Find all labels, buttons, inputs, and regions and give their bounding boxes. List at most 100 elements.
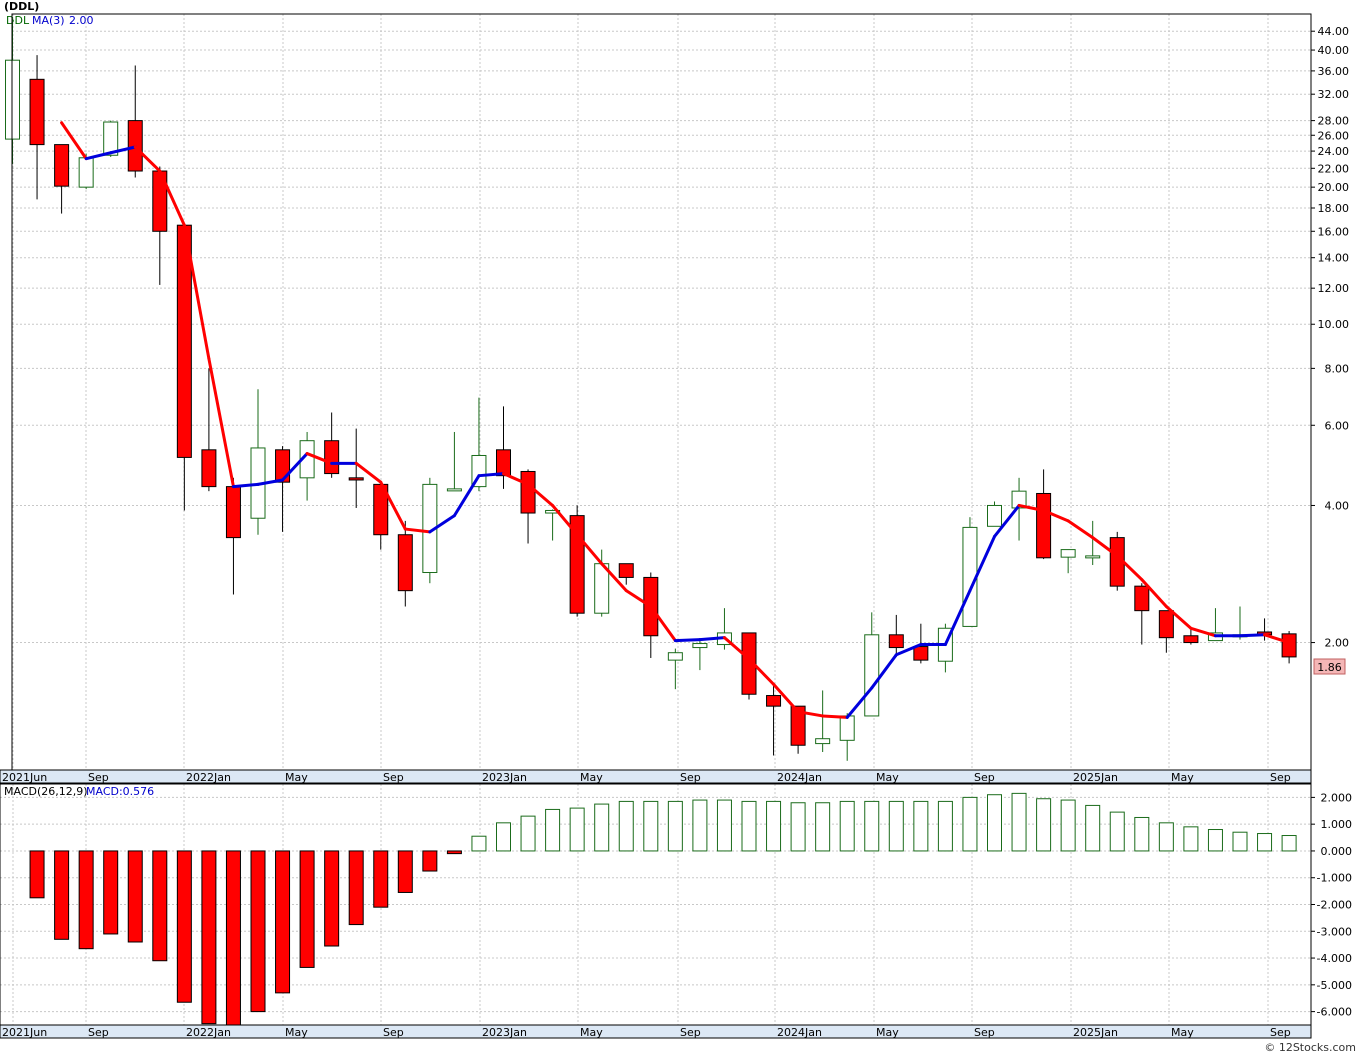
candle-up <box>667 648 683 690</box>
price-x-tick-label: 2021Jun <box>2 771 47 784</box>
candle-up <box>987 501 1002 527</box>
price-y-tick-label: 10.00 <box>1318 318 1350 331</box>
macd-bar-positive <box>1257 833 1273 852</box>
price-x-tick-label: 2023Jan <box>482 771 527 784</box>
candle-up <box>864 612 880 717</box>
macd-x-tick-label: 2021Jun <box>2 1026 47 1039</box>
price-x-tick-label: Sep <box>974 771 995 784</box>
candle-down <box>766 684 782 756</box>
macd-y-tick-label: 2.000 <box>1321 791 1353 804</box>
ma-segment <box>109 145 137 155</box>
macd-bar-positive <box>471 835 487 852</box>
macd-x-tick-label: Sep <box>974 1026 995 1039</box>
macd-y-axis: 2.000 1.000 0.000 -1.000 -2.000 -3.000 -4.000 -… <box>1311 791 1353 1019</box>
ma-segment <box>84 151 113 161</box>
macd-bar-positive <box>839 800 855 852</box>
price-y-tick-label: 32.00 <box>1318 88 1350 101</box>
candle-up <box>1060 549 1076 574</box>
price-x-axis: 2021Jun Sep 2022Jan May Sep 2023Jan May Sep 2024… <box>2 771 1291 784</box>
candle-body <box>1281 633 1297 658</box>
macd-y-tick-label: -4.000 <box>1317 952 1352 965</box>
candle-body <box>78 157 94 188</box>
ma-segment <box>1189 626 1217 638</box>
ma-segment <box>1238 633 1267 638</box>
macd-bar-positive <box>692 799 708 852</box>
macd-bar-positive <box>1060 799 1076 852</box>
price-x-tick-label: 2024Jan <box>777 771 822 784</box>
candle-body <box>1011 490 1027 509</box>
ma-segment <box>1042 508 1070 523</box>
candle-down <box>520 469 536 544</box>
candle-up <box>692 640 708 671</box>
ma-segment <box>1091 536 1119 558</box>
macd-name-label: MACD(26,12,9) <box>4 785 88 798</box>
candle-up <box>815 690 831 753</box>
macd-bar-positive <box>594 803 610 852</box>
candle-down <box>790 705 806 754</box>
candle-body <box>1183 635 1199 644</box>
ma-segment <box>1017 503 1046 512</box>
macd-bar-positive <box>520 815 536 852</box>
ma-segment <box>60 121 88 161</box>
macd-x-tick-label: Sep <box>88 1026 109 1039</box>
macd-bar-positive <box>1011 792 1027 852</box>
price-y-tick-label: 20.00 <box>1318 181 1350 194</box>
moving-average-segments <box>60 121 1291 719</box>
macd-bar-positive <box>1085 804 1101 852</box>
price-y-tick-label: 4.00 <box>1325 499 1350 512</box>
macd-x-tick-label: May <box>580 1026 603 1039</box>
candle-body <box>790 705 806 746</box>
candle-body <box>446 488 462 492</box>
candle-down <box>201 368 217 492</box>
candle-down <box>397 520 413 607</box>
ma-segment <box>477 472 505 478</box>
macd-bar-negative <box>201 850 217 1025</box>
macd-bar-negative <box>152 850 168 962</box>
macd-bar-positive <box>937 800 953 852</box>
candle-body <box>201 449 217 488</box>
macd-bar-positive <box>643 800 659 852</box>
macd-bars <box>29 792 1297 1029</box>
ma-segment <box>747 657 776 686</box>
price-grid <box>12 14 1311 770</box>
macd-bar-positive <box>962 796 978 852</box>
ma-segment <box>1263 633 1291 645</box>
macd-bar-negative <box>78 850 94 950</box>
candle-down <box>176 224 192 511</box>
candle-body <box>348 477 364 481</box>
candle-body <box>667 652 683 661</box>
ma-segment <box>158 169 186 227</box>
price-x-tick-label: 2022Jan <box>186 771 231 784</box>
candle-body <box>29 78 45 146</box>
ma-segment <box>943 589 972 647</box>
price-x-axis-band <box>0 769 1312 784</box>
candle-body <box>54 144 70 187</box>
ma-segment <box>993 503 1021 538</box>
candle-body <box>815 738 831 745</box>
ma-segment <box>502 472 530 486</box>
ma-segment <box>575 533 604 566</box>
ma-segment <box>281 452 309 482</box>
price-y-tick-label: 26.00 <box>1318 129 1350 142</box>
ma-segment <box>1115 554 1144 582</box>
candle-up <box>839 713 855 761</box>
macd-bar-negative <box>54 850 70 940</box>
candle-down <box>1281 631 1297 664</box>
macd-y-tick-label: 0.000 <box>1321 845 1353 858</box>
ma-segment <box>354 461 383 484</box>
candle-down <box>127 65 143 178</box>
ma-segment <box>256 478 285 486</box>
candle-body <box>1036 492 1052 559</box>
price-x-tick-label: Sep <box>88 771 109 784</box>
macd-bar-negative <box>29 850 45 899</box>
macd-bar-negative <box>225 850 241 1029</box>
ma-segment <box>379 480 407 531</box>
candle-body <box>496 449 511 477</box>
ma-segment <box>403 527 432 534</box>
macd-bar-positive <box>667 800 683 852</box>
price-candles <box>5 18 1297 761</box>
ma-segment <box>207 357 235 489</box>
ma-segment <box>551 503 579 537</box>
legend-ma-value: 2.00 <box>69 14 94 27</box>
